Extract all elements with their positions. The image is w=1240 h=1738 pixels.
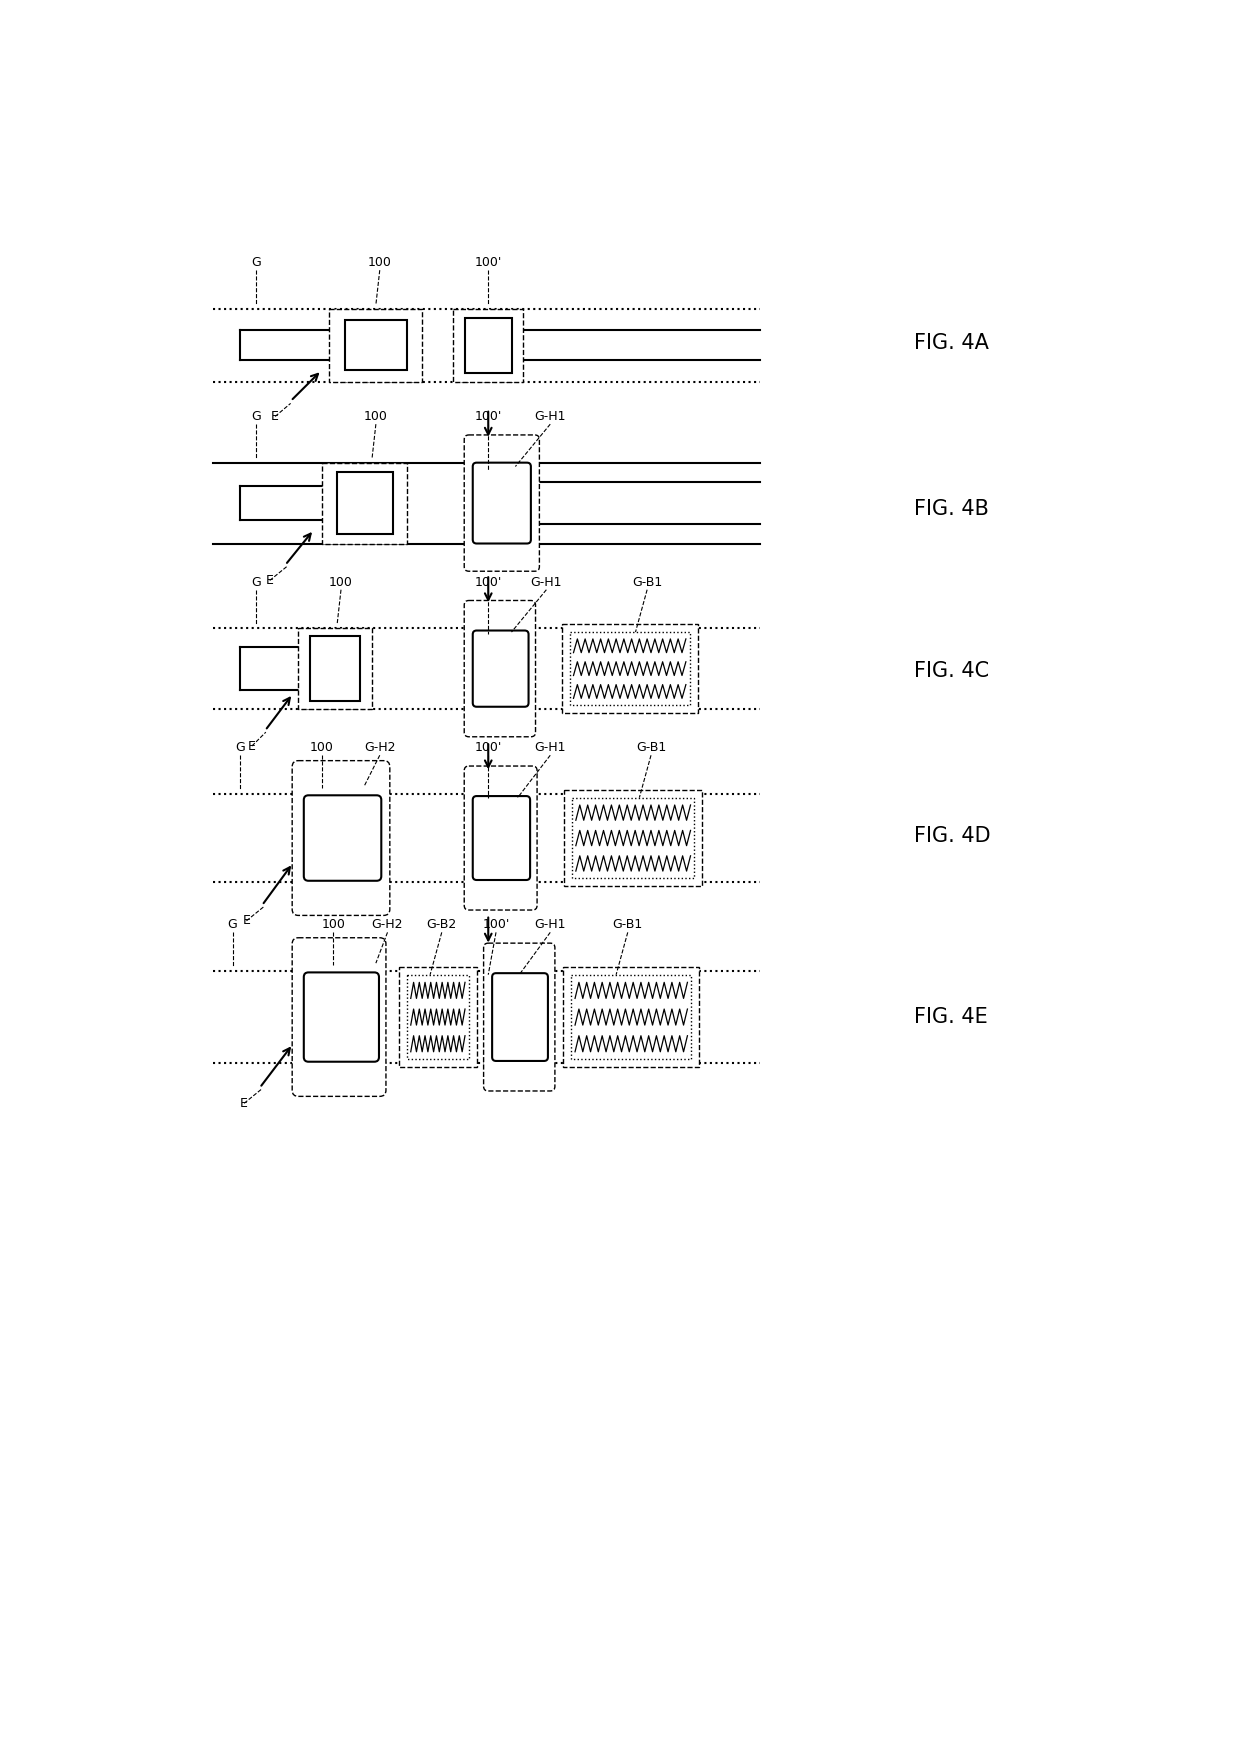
FancyBboxPatch shape [293,939,386,1097]
Text: FIG. 4B: FIG. 4B [915,499,990,520]
Text: G-H1: G-H1 [531,575,562,589]
Bar [465,318,511,372]
Bar [337,473,393,534]
Bar [569,633,689,706]
Bar [572,798,694,878]
FancyBboxPatch shape [293,761,389,916]
Text: 100: 100 [310,740,334,754]
Text: G-H2: G-H2 [372,918,403,932]
Text: 100': 100' [475,575,502,589]
Text: G-H1: G-H1 [534,740,565,754]
Text: E: E [241,1097,248,1111]
Text: 100': 100' [482,918,510,932]
Text: G: G [236,740,246,754]
Bar [321,462,407,544]
Text: G-H1: G-H1 [534,410,565,422]
Bar [564,789,702,886]
Bar [572,975,692,1060]
Text: FIG. 4D: FIG. 4D [915,826,991,846]
Text: FIG. 4C: FIG. 4C [915,660,990,681]
FancyBboxPatch shape [304,972,379,1062]
Text: 100: 100 [321,918,345,932]
Text: E: E [265,574,274,587]
Text: G-B1: G-B1 [613,918,642,932]
FancyBboxPatch shape [304,796,382,881]
Text: G-B2: G-B2 [427,918,456,932]
Bar [562,624,697,713]
Bar [310,636,361,702]
Text: G-H1: G-H1 [534,918,565,932]
Text: G: G [250,255,260,269]
Text: FIG. 4A: FIG. 4A [915,334,990,353]
Text: G-B1: G-B1 [632,575,662,589]
Bar [345,320,407,370]
Text: G-H2: G-H2 [365,740,396,754]
FancyBboxPatch shape [472,462,531,544]
Bar [299,627,372,709]
Bar [330,309,423,382]
Bar [399,966,476,1067]
Text: G: G [250,410,260,422]
Text: 100: 100 [363,410,388,422]
Bar [454,309,523,382]
FancyBboxPatch shape [484,944,556,1091]
Text: 100': 100' [475,740,502,754]
Text: 100: 100 [329,575,353,589]
FancyBboxPatch shape [464,434,539,572]
FancyBboxPatch shape [464,601,536,737]
Text: 100: 100 [368,255,392,269]
Text: 100': 100' [475,255,502,269]
Text: E: E [272,410,279,422]
Text: E: E [248,740,255,753]
Text: FIG. 4E: FIG. 4E [915,1006,988,1027]
Bar [407,975,469,1060]
FancyBboxPatch shape [464,766,537,911]
Bar [563,966,699,1067]
Text: E: E [243,914,250,928]
FancyBboxPatch shape [472,631,528,707]
FancyBboxPatch shape [492,973,548,1060]
Text: G: G [228,918,237,932]
Text: 100': 100' [475,410,502,422]
FancyBboxPatch shape [472,796,531,879]
Text: G: G [250,575,260,589]
Text: G-B1: G-B1 [636,740,666,754]
